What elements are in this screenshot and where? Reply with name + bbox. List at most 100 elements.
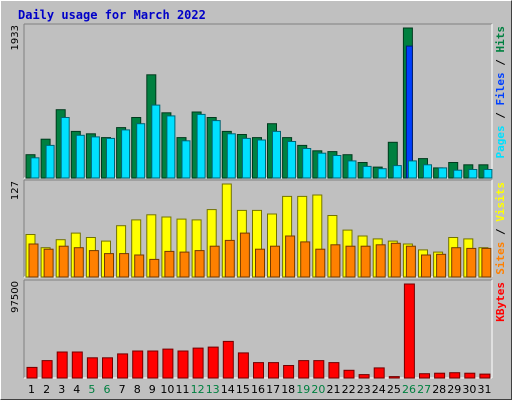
bar-sites-7 (119, 253, 130, 278)
bar-pages-18 (287, 141, 297, 179)
bar-sites-6 (104, 253, 114, 278)
x-tick-label: 26 (402, 383, 416, 396)
x-tick-label: 3 (58, 383, 65, 396)
bar-sites-1 (28, 243, 39, 278)
bar-sites-29 (451, 247, 462, 278)
x-tick-label: 31 (478, 383, 492, 396)
bar-kbytes-25 (388, 376, 400, 379)
bar-kbytes-3 (56, 351, 68, 379)
x-tick-label: 12 (191, 383, 205, 396)
bar-kbytes-27 (419, 373, 430, 379)
bar-pages-20 (317, 152, 327, 179)
bar-sites-21 (330, 244, 341, 278)
x-tick-label: 6 (104, 383, 111, 396)
x-tick-label: 14 (221, 383, 235, 396)
bar-kbytes-19 (298, 360, 310, 379)
series-legend-label: KBytes (494, 282, 507, 322)
bar-kbytes-29 (449, 372, 461, 379)
bar-sites-20 (315, 248, 326, 278)
legend-part: / (494, 106, 507, 126)
x-tick-label: 13 (206, 383, 220, 396)
bar-pages-12 (196, 113, 206, 179)
bar-sites-25 (390, 242, 401, 278)
bar-sites-26 (405, 245, 416, 278)
x-tick-label: 20 (311, 383, 325, 396)
bar-kbytes-11 (177, 350, 189, 379)
legend-part: / (494, 222, 507, 242)
bar-sites-22 (345, 245, 356, 278)
ymax-label: 97500 (10, 281, 21, 313)
bar-pages-10 (166, 115, 176, 179)
legend-part: Pages (494, 125, 507, 158)
ymax-label: 1933 (10, 25, 21, 50)
bar-pages-19 (302, 148, 312, 179)
bar-sites-9 (149, 258, 160, 278)
x-tick-label: 11 (176, 383, 190, 396)
bar-sites-4 (73, 247, 84, 278)
bar-pages-24 (377, 168, 387, 179)
bar-kbytes-16 (253, 362, 264, 379)
bar-kbytes-2 (41, 360, 53, 379)
bar-pages-4 (75, 134, 85, 179)
x-tick-label: 30 (462, 383, 476, 396)
bar-sites-17 (270, 245, 280, 278)
bar-sites-31 (481, 247, 492, 278)
bar-pages-27 (423, 164, 432, 179)
bar-kbytes-22 (343, 369, 355, 379)
bar-pages-1 (30, 157, 40, 179)
bar-kbytes-1 (26, 366, 38, 379)
bar-files-26 (405, 45, 413, 179)
x-tick-label: 23 (357, 383, 371, 396)
bar-kbytes-14 (222, 340, 234, 379)
x-tick-label: 21 (327, 383, 341, 396)
bar-pages-16 (257, 139, 266, 179)
bar-sites-23 (360, 245, 371, 278)
x-tick-label: 25 (387, 383, 401, 396)
bar-pages-9 (151, 104, 161, 179)
x-tick-label: 16 (251, 383, 265, 396)
bar-sites-8 (134, 254, 145, 278)
x-tick-label: 27 (417, 383, 431, 396)
bar-kbytes-6 (102, 357, 113, 379)
bar-sites-30 (466, 247, 477, 278)
bar-kbytes-8 (132, 350, 144, 379)
bar-pages-23 (362, 165, 372, 179)
bar-pages-11 (181, 140, 191, 179)
x-tick-label: 22 (342, 383, 356, 396)
bar-pages-30 (468, 169, 478, 179)
bar-sites-14 (224, 239, 235, 278)
x-tick-label: 18 (281, 383, 295, 396)
legend-part: Sites (494, 242, 507, 275)
bar-pages-28 (438, 167, 448, 179)
bar-pages-17 (272, 130, 281, 179)
bar-sites-16 (255, 248, 265, 278)
x-tick-label: 17 (266, 383, 280, 396)
x-tick-label: 8 (134, 383, 141, 396)
bar-sites-10 (164, 250, 175, 278)
bar-kbytes-5 (86, 357, 98, 379)
bar-pages-6 (106, 137, 115, 179)
bar-kbytes-15 (237, 352, 249, 379)
legend-part: Visits (494, 182, 507, 222)
bar-sites-24 (375, 244, 386, 278)
bar-pages-3 (60, 117, 70, 179)
bar-sites-28 (436, 253, 447, 278)
x-tick-label: 28 (432, 383, 446, 396)
bar-pages-15 (241, 137, 251, 179)
bar-sites-15 (239, 232, 250, 278)
bar-kbytes-9 (147, 350, 159, 379)
legend-part: KBytes (494, 282, 507, 322)
bar-pages-25 (392, 165, 402, 179)
bar-pages-7 (121, 129, 131, 179)
bar-sites-18 (285, 235, 296, 278)
x-tick-label: 5 (88, 383, 95, 396)
bar-pages-5 (90, 136, 100, 179)
bar-kbytes-10 (162, 348, 174, 379)
chart-title: Daily usage for March 2022 (18, 8, 206, 22)
bar-sites-2 (43, 248, 54, 278)
bar-kbytes-21 (328, 362, 340, 379)
bar-pages-31 (483, 169, 493, 179)
x-tick-label: 15 (236, 383, 250, 396)
bar-sites-5 (88, 250, 99, 278)
